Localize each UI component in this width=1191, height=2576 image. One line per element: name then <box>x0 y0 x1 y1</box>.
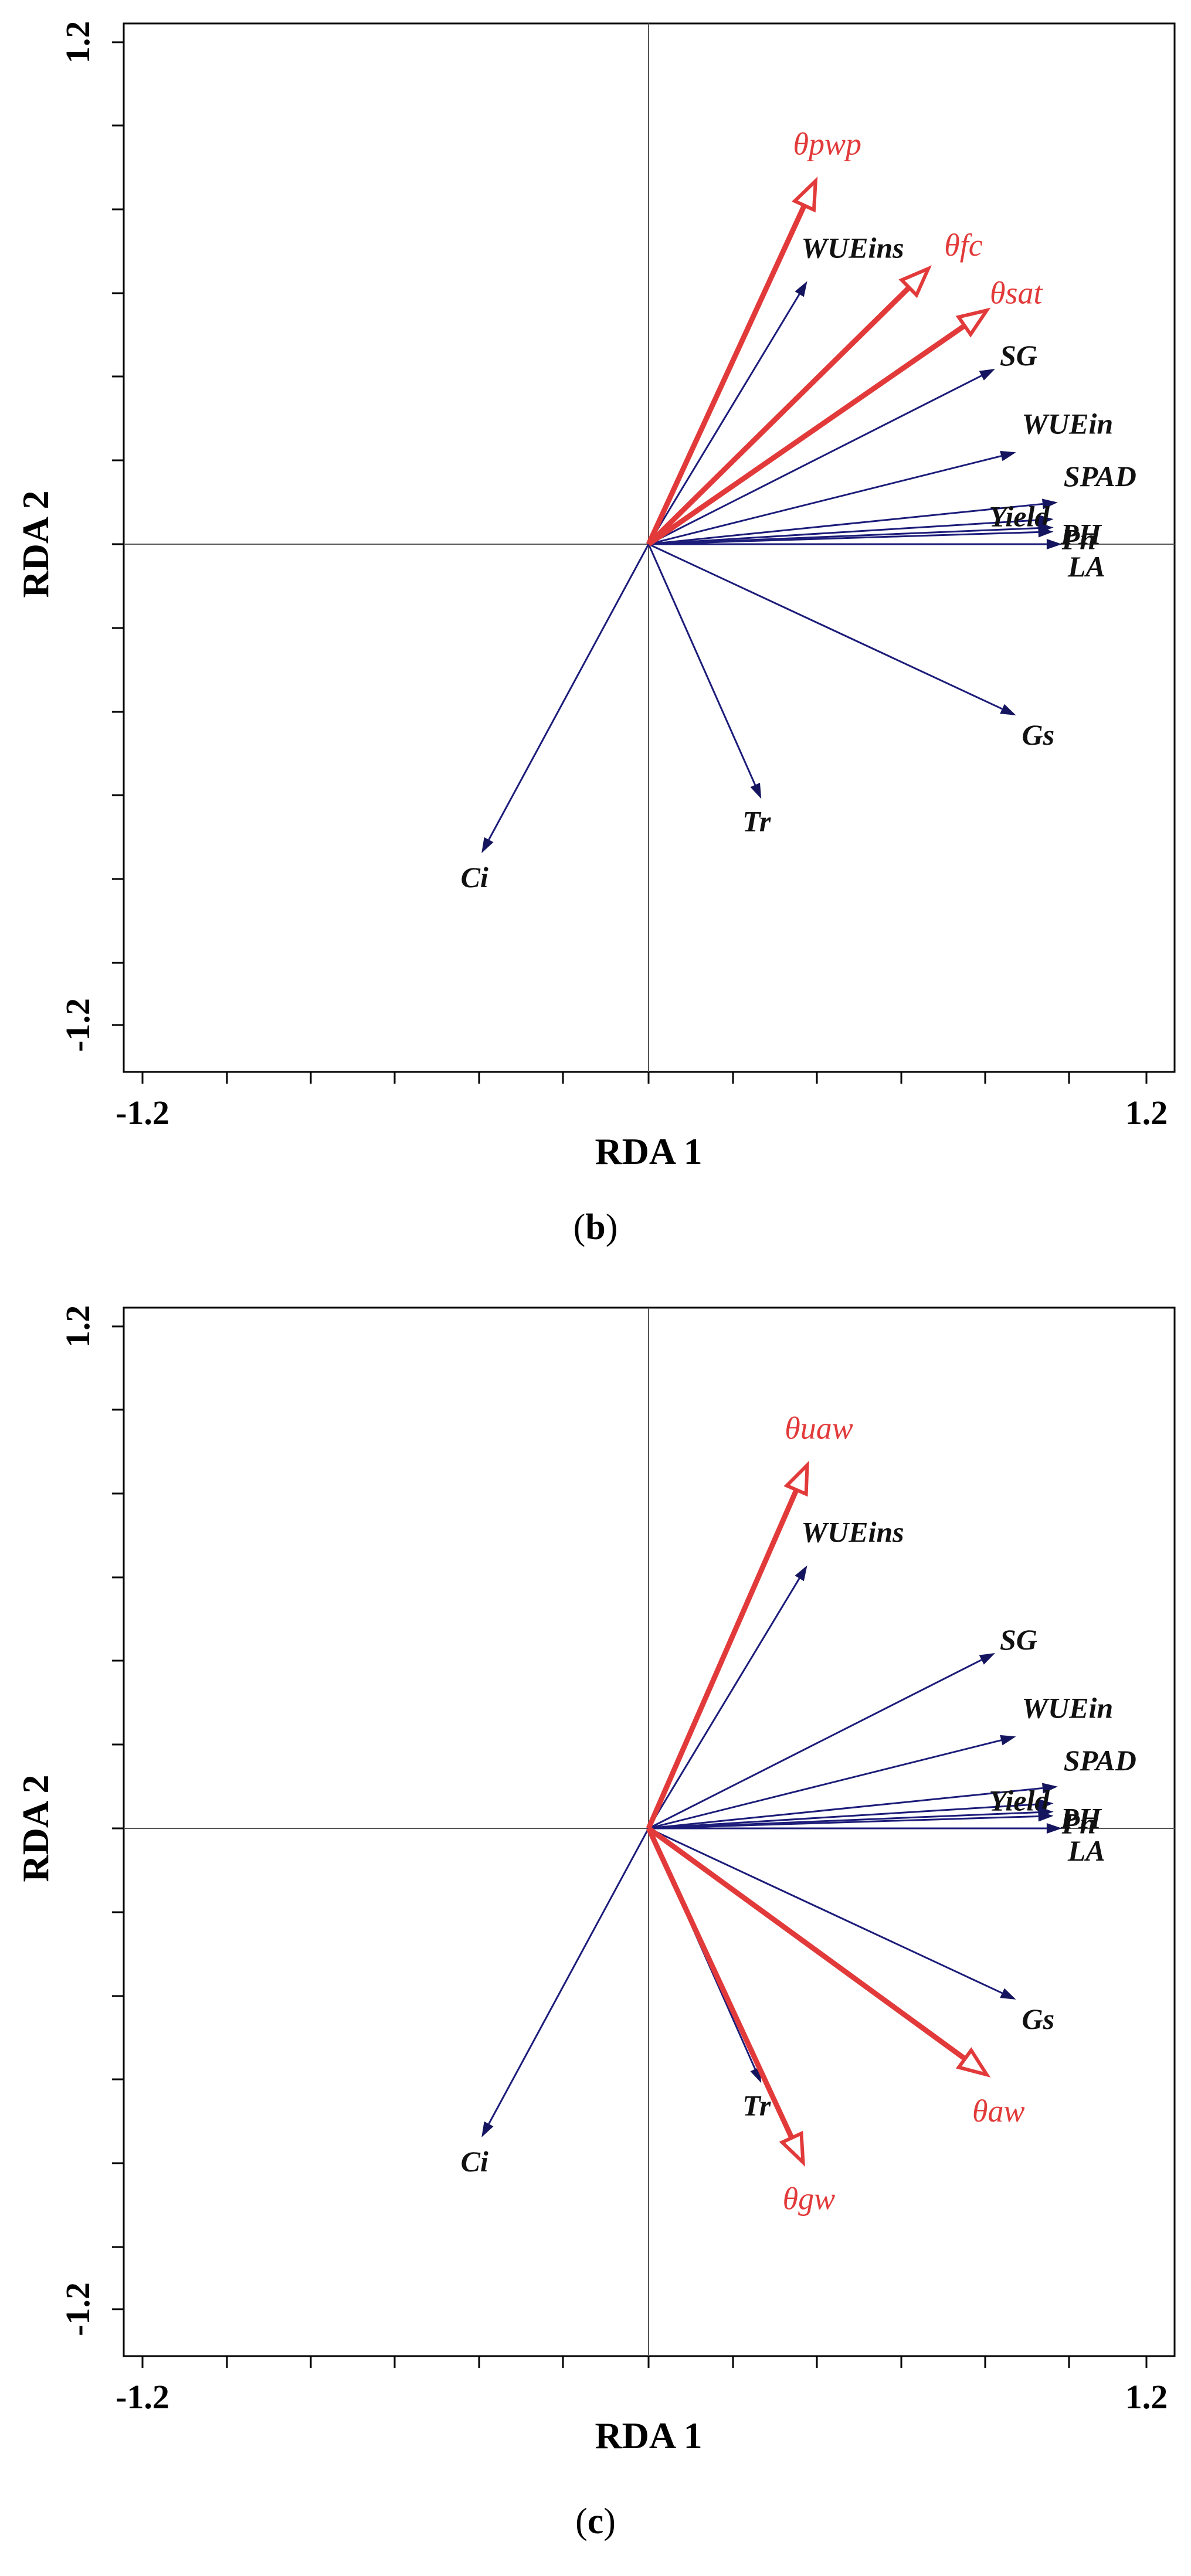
vector-wuein <box>648 1739 1002 1830</box>
arrowhead-gs <box>1000 1988 1016 2000</box>
vector-sg <box>648 1659 982 1830</box>
vector-label-la: LA <box>1067 1834 1105 1867</box>
vector-label-wuein: WUEin <box>1022 407 1114 440</box>
vector-label-spad: SPAD <box>1064 460 1136 493</box>
caption-b: (b) <box>573 1207 618 1247</box>
y-axis-label: RDA 2 <box>15 490 56 598</box>
y-axis-label: RDA 2 <box>15 1774 56 1882</box>
vector-label-la: LA <box>1067 550 1105 583</box>
vector-label-spad: SPAD <box>1064 1744 1136 1777</box>
y-tick-max: 1.2 <box>59 1305 97 1348</box>
env-arrowhead-theta-aw <box>955 2047 991 2078</box>
arrowhead-sg <box>979 368 995 381</box>
vector-ci <box>488 1828 650 2124</box>
vector-label-gs: Gs <box>1022 718 1055 751</box>
arrowhead-gs <box>1000 704 1016 715</box>
arrowhead-pn <box>1038 1811 1054 1822</box>
env-label-theta-fc: θfc <box>944 228 983 263</box>
panel-b: WUEins SG WUEin SPAD Yield PH Pn LA Gs Tr Ci θpwp θ… <box>0 0 1191 1284</box>
vector-label-tr: Tr <box>742 2089 771 2122</box>
vector-label-wueins: WUEins <box>802 1515 904 1548</box>
arrowhead-la <box>1046 539 1062 549</box>
vector-spad <box>648 1787 1043 1830</box>
env-arrowhead-theta-fc <box>898 265 932 298</box>
arrowhead-yield <box>1038 514 1054 525</box>
arrowhead-pn <box>1038 527 1054 538</box>
vector-pn <box>648 1815 1039 1830</box>
env-vector-theta-fc <box>646 286 911 547</box>
arrowhead-wuein <box>1000 450 1016 461</box>
env-arrowhead-theta-gw <box>779 2130 805 2167</box>
vector-label-pn: Pn <box>1061 523 1096 556</box>
caption-c: (c) <box>575 2502 616 2541</box>
vector-gs <box>648 543 1003 710</box>
vector-label-gs: Gs <box>1022 2003 1055 2035</box>
vector-tr <box>647 544 756 786</box>
env-vector-theta-pwp <box>646 204 807 545</box>
vector-label-ci: Ci <box>461 861 488 894</box>
env-label-theta-uaw: θuaw <box>785 1411 853 1446</box>
vector-label-tr: Tr <box>742 805 771 837</box>
vector-label-sg: SG <box>1000 339 1037 372</box>
env-vector-theta-sat <box>647 323 966 547</box>
env-arrowhead-theta-uaw <box>783 1461 809 1497</box>
vector-label-ci: Ci <box>461 2145 488 2178</box>
vector-label-ph: PH <box>1060 1802 1103 1835</box>
env-label-theta-sat: θsat <box>990 275 1044 310</box>
vector-label-sg: SG <box>1000 1623 1037 1656</box>
y-tick-min: -1.2 <box>59 2282 97 2336</box>
x-tick-max: 1.2 <box>1125 1094 1168 1132</box>
y-tick-max: 1.2 <box>59 21 97 64</box>
env-label-theta-pwp: θpwp <box>793 127 862 162</box>
arrowhead-sg <box>979 1652 995 1665</box>
x-axis-label: RDA 1 <box>595 1131 702 1172</box>
vector-wuein <box>648 455 1002 545</box>
arrowhead-ci <box>481 837 494 853</box>
vector-ci <box>488 544 650 840</box>
x-tick-min: -1.2 <box>116 2378 169 2416</box>
arrowhead-spad <box>1041 1783 1058 1794</box>
arrowhead-yield <box>1038 1798 1054 1810</box>
vector-wueins <box>647 293 800 545</box>
x-axis-label: RDA 1 <box>595 2415 702 2456</box>
vector-yield <box>648 1803 1039 1830</box>
vector-spad <box>648 503 1043 545</box>
env-arrowhead-theta-pwp <box>791 177 818 213</box>
arrowhead-wueins <box>795 281 807 297</box>
arrowhead-tr <box>750 782 762 799</box>
env-label-theta-aw: θaw <box>972 2093 1025 2129</box>
vector-label-pn: Pn <box>1061 1807 1096 1840</box>
y-tick-min: -1.2 <box>59 998 97 1052</box>
x-tick-max: 1.2 <box>1125 2378 1168 2416</box>
arrowhead-spad <box>1041 498 1058 510</box>
env-vector-theta-gw <box>646 1827 795 2139</box>
env-vector-theta-aw <box>647 1826 967 2061</box>
arrowhead-ci <box>481 2121 494 2137</box>
vector-pn <box>648 531 1039 545</box>
arrowhead-wueins <box>795 1565 807 1581</box>
env-vector-theta-uaw <box>646 1488 799 1830</box>
vector-label-wuein: WUEin <box>1022 1691 1114 1724</box>
vector-sg <box>648 375 982 545</box>
vector-gs <box>648 1827 1003 1994</box>
arrowhead-la <box>1046 1823 1062 1834</box>
vector-label-ph: PH <box>1060 518 1103 551</box>
vector-wueins <box>647 1577 800 1829</box>
arrowhead-wuein <box>1000 1735 1016 1746</box>
vector-yield <box>648 519 1039 545</box>
env-label-theta-gw: θgw <box>783 2181 836 2217</box>
x-tick-min: -1.2 <box>116 1094 169 1132</box>
panel-c: WUEins SG WUEin SPAD Yield PH Pn LA Gs Tr Ci θuaw θ… <box>0 1284 1191 2576</box>
env-arrowhead-theta-sat <box>955 307 991 338</box>
vector-label-wueins: WUEins <box>802 231 904 264</box>
